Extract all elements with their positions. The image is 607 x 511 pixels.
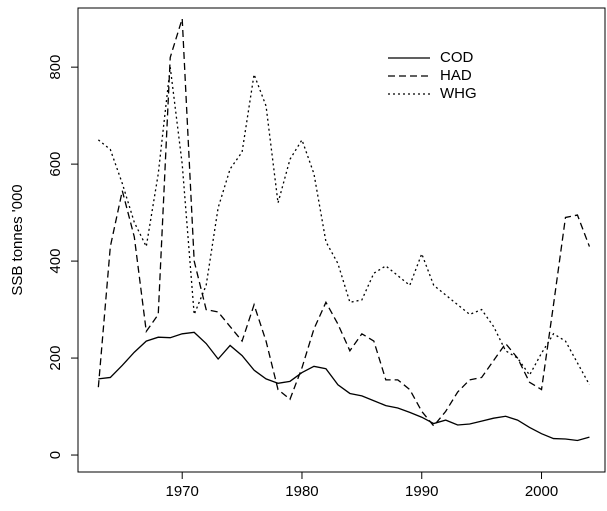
x-tick-label: 1990 bbox=[405, 483, 438, 500]
series-line bbox=[97, 18, 591, 427]
plot-frame bbox=[77, 7, 606, 473]
y-tick-label: 800 bbox=[47, 55, 64, 80]
y-tick-label: 400 bbox=[47, 249, 64, 274]
series-line bbox=[97, 67, 590, 386]
y-tick-label: 600 bbox=[47, 152, 64, 177]
y-tick-label: 200 bbox=[47, 346, 64, 371]
x-tick-label: 1980 bbox=[285, 483, 318, 500]
x-tick-label: 1970 bbox=[166, 483, 199, 500]
x-tick-label: 2000 bbox=[525, 483, 558, 500]
y-tick-label: 0 bbox=[47, 451, 64, 459]
series-line bbox=[98, 331, 590, 442]
legend-label: COD bbox=[440, 49, 474, 66]
y-axis-label: SSB tonnes '000 bbox=[9, 184, 26, 295]
legend-label: HAD bbox=[440, 67, 472, 84]
legend-label: WHG bbox=[440, 85, 477, 102]
